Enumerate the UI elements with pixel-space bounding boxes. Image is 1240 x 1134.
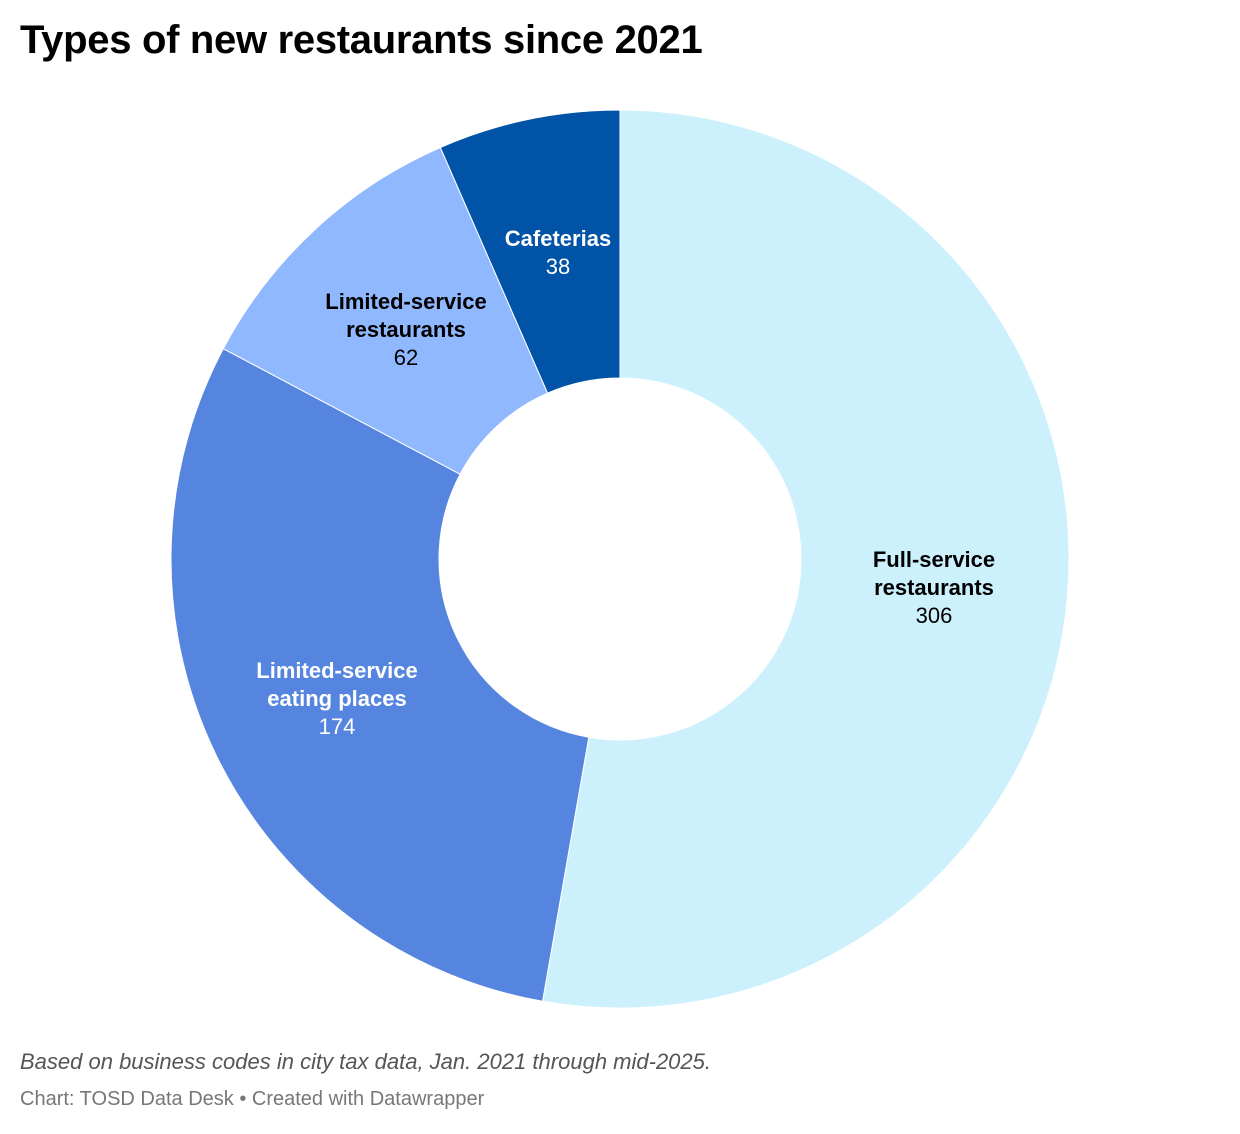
chart-source: Chart: TOSD Data Desk • Created with Dat…: [20, 1088, 485, 1110]
label-name-line: eating places: [267, 686, 406, 711]
label-value: 306: [916, 603, 953, 628]
donut-slices: [170, 109, 1070, 1009]
slice-full-service-restaurants: [541, 109, 1070, 1009]
slice-limited-service-eating-places: [170, 348, 590, 1002]
label-name-line: Limited-service: [325, 289, 486, 314]
label-name-line: Cafeterias: [505, 226, 611, 251]
label-value: 62: [394, 345, 418, 370]
slice-limited-service-restaurants: [222, 146, 549, 475]
label-limited-service-eating-places: Limited-service eating places 174: [256, 658, 417, 739]
slice-cafeterias: [439, 109, 621, 394]
slice-labels: Full-service restaurants 306 Limited-servic…: [256, 226, 995, 739]
label-name-line: restaurants: [346, 317, 466, 342]
label-name-line: restaurants: [874, 575, 994, 600]
label-value: 174: [319, 714, 356, 739]
chart-notes: Based on business codes in city tax data…: [20, 1049, 711, 1074]
chart-title: Types of new restaurants since 2021: [20, 18, 703, 62]
label-limited-service-restaurants: Limited-service restaurants 62: [325, 289, 486, 370]
label-name-line: Full-service: [873, 547, 995, 572]
label-cafeterias: Cafeterias 38: [505, 226, 611, 279]
label-name-line: Limited-service: [256, 658, 417, 683]
label-full-service-restaurants: Full-service restaurants 306: [873, 547, 995, 628]
label-value: 38: [546, 254, 570, 279]
